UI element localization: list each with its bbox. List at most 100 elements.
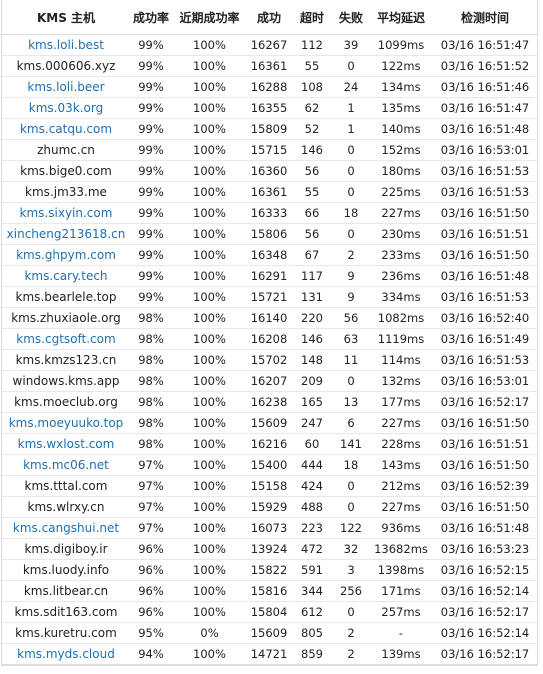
cell-check-time: 03/16 16:53:01 <box>433 139 537 161</box>
cell-success: 16267 <box>247 34 291 56</box>
host-link[interactable]: xincheng213618.cn <box>6 227 126 241</box>
kms-status-table-container: KMS 主机 成功率 近期成功率 成功 超时 失败 平均延迟 检测时间 kms.… <box>1 0 538 666</box>
cell-recent-success-rate: 100% <box>172 580 247 602</box>
table-header: KMS 主机 成功率 近期成功率 成功 超时 失败 平均延迟 检测时间 <box>2 0 537 35</box>
cell-fail: 2 <box>333 244 369 266</box>
cell-success: 15721 <box>247 286 291 308</box>
cell-timeout: 247 <box>291 412 333 434</box>
cell-check-time: 03/16 16:51:47 <box>433 34 537 56</box>
table-row: kms.cary.tech 99% 100% 16291 117 9 236ms 03/16 … <box>2 265 537 287</box>
cell-fail: 0 <box>333 160 369 182</box>
cell-host: kms.000606.xyz <box>2 55 130 77</box>
cell-timeout: 62 <box>291 97 333 119</box>
host-link[interactable]: kms.sixyin.com <box>19 206 113 220</box>
host-link[interactable]: kms.loli.best <box>28 38 104 52</box>
host-text: zhumc.cn <box>37 143 95 157</box>
cell-recent-success-rate: 100% <box>172 433 247 455</box>
cell-avg-latency: 132ms <box>369 370 433 392</box>
cell-host: kms.myds.cloud <box>2 643 130 665</box>
cell-host: kms.ghpym.com <box>2 244 130 266</box>
cell-success: 15715 <box>247 139 291 161</box>
cell-host: kms.litbear.cn <box>2 580 130 602</box>
cell-timeout: 146 <box>291 139 333 161</box>
cell-host: kms.luody.info <box>2 559 130 581</box>
cell-avg-latency: 180ms <box>369 160 433 182</box>
cell-host: zhumc.cn <box>2 139 130 161</box>
cell-check-time: 03/16 16:52:17 <box>433 601 537 623</box>
host-link[interactable]: kms.ghpym.com <box>16 248 116 262</box>
cell-check-time: 03/16 16:51:48 <box>433 265 537 287</box>
cell-fail: 63 <box>333 328 369 350</box>
cell-success: 16361 <box>247 55 291 77</box>
cell-success-rate: 99% <box>130 55 172 77</box>
cell-success: 15816 <box>247 580 291 602</box>
host-link[interactable]: kms.mc06.net <box>23 458 109 472</box>
cell-timeout: 472 <box>291 538 333 560</box>
host-link[interactable]: kms.cangshui.net <box>12 521 120 535</box>
cell-success: 16361 <box>247 181 291 203</box>
host-link[interactable]: kms.cary.tech <box>24 269 108 283</box>
cell-host: kms.cgtsoft.com <box>2 328 130 350</box>
table-row: windows.kms.app 98% 100% 16207 209 0 132ms 03/1… <box>2 370 537 392</box>
cell-success: 16355 <box>247 97 291 119</box>
cell-host: kms.bearlele.top <box>2 286 130 308</box>
cell-fail: 122 <box>333 517 369 539</box>
cell-recent-success-rate: 100% <box>172 538 247 560</box>
cell-avg-latency: 227ms <box>369 496 433 518</box>
host-text: kms.moeclub.org <box>14 395 118 409</box>
cell-recent-success-rate: 100% <box>172 475 247 497</box>
host-link[interactable]: kms.wxlost.com <box>17 437 115 451</box>
cell-fail: 3 <box>333 559 369 581</box>
header-avg-latency: 平均延迟 <box>369 0 433 35</box>
cell-fail: 141 <box>333 433 369 455</box>
host-text: kms.kuretru.com <box>15 626 117 640</box>
host-link[interactable]: kms.03k.org <box>28 101 104 115</box>
header-recent-success-rate: 近期成功率 <box>172 0 247 35</box>
cell-host: kms.zhuxiaole.org <box>2 307 130 329</box>
cell-timeout: 56 <box>291 160 333 182</box>
cell-check-time: 03/16 16:51:48 <box>433 118 537 140</box>
cell-recent-success-rate: 100% <box>172 55 247 77</box>
cell-host: kms.moeclub.org <box>2 391 130 413</box>
cell-success: 16216 <box>247 433 291 455</box>
cell-host: kms.kmzs123.cn <box>2 349 130 371</box>
cell-avg-latency: 212ms <box>369 475 433 497</box>
cell-success-rate: 98% <box>130 412 172 434</box>
table-row: kms.myds.cloud 94% 100% 14721 859 2 139ms 03/16… <box>2 643 537 665</box>
table-row: zhumc.cn 99% 100% 15715 146 0 152ms 03/16 16:53… <box>2 139 537 161</box>
host-link[interactable]: kms.loli.beer <box>27 80 105 94</box>
cell-success-rate: 95% <box>130 622 172 644</box>
host-link[interactable]: kms.myds.cloud <box>17 647 115 661</box>
table-row: kms.jm33.me 99% 100% 16361 55 0 225ms 03/16 16:… <box>2 181 537 203</box>
cell-timeout: 55 <box>291 181 333 203</box>
cell-recent-success-rate: 100% <box>172 160 247 182</box>
cell-success: 16360 <box>247 160 291 182</box>
table-row: kms.ghpym.com 99% 100% 16348 67 2 233ms 03/16 1… <box>2 244 537 266</box>
cell-success-rate: 97% <box>130 454 172 476</box>
cell-success: 16288 <box>247 76 291 98</box>
host-link[interactable]: kms.catqu.com <box>19 122 113 136</box>
cell-fail: 9 <box>333 286 369 308</box>
host-link[interactable]: kms.cgtsoft.com <box>16 332 116 346</box>
cell-success-rate: 99% <box>130 76 172 98</box>
cell-success-rate: 96% <box>130 538 172 560</box>
cell-host: kms.digiboy.ir <box>2 538 130 560</box>
cell-fail: 32 <box>333 538 369 560</box>
cell-timeout: 488 <box>291 496 333 518</box>
cell-host: kms.cangshui.net <box>2 517 130 539</box>
host-link[interactable]: kms.moeyuuko.top <box>8 416 124 430</box>
cell-host: kms.catqu.com <box>2 118 130 140</box>
cell-success-rate: 99% <box>130 286 172 308</box>
cell-avg-latency: 225ms <box>369 181 433 203</box>
cell-success-rate: 99% <box>130 244 172 266</box>
table-row: kms.kuretru.com 95% 0% 15609 805 2-03/16 16:5… <box>2 622 537 644</box>
cell-check-time: 03/16 16:51:50 <box>433 412 537 434</box>
cell-check-time: 03/16 16:51:50 <box>433 202 537 224</box>
cell-avg-latency: 227ms <box>369 412 433 434</box>
cell-success: 15822 <box>247 559 291 581</box>
cell-timeout: 444 <box>291 454 333 476</box>
cell-check-time: 03/16 16:52:17 <box>433 391 537 413</box>
cell-recent-success-rate: 100% <box>172 454 247 476</box>
cell-avg-latency: 134ms <box>369 76 433 98</box>
cell-check-time: 03/16 16:51:50 <box>433 454 537 476</box>
